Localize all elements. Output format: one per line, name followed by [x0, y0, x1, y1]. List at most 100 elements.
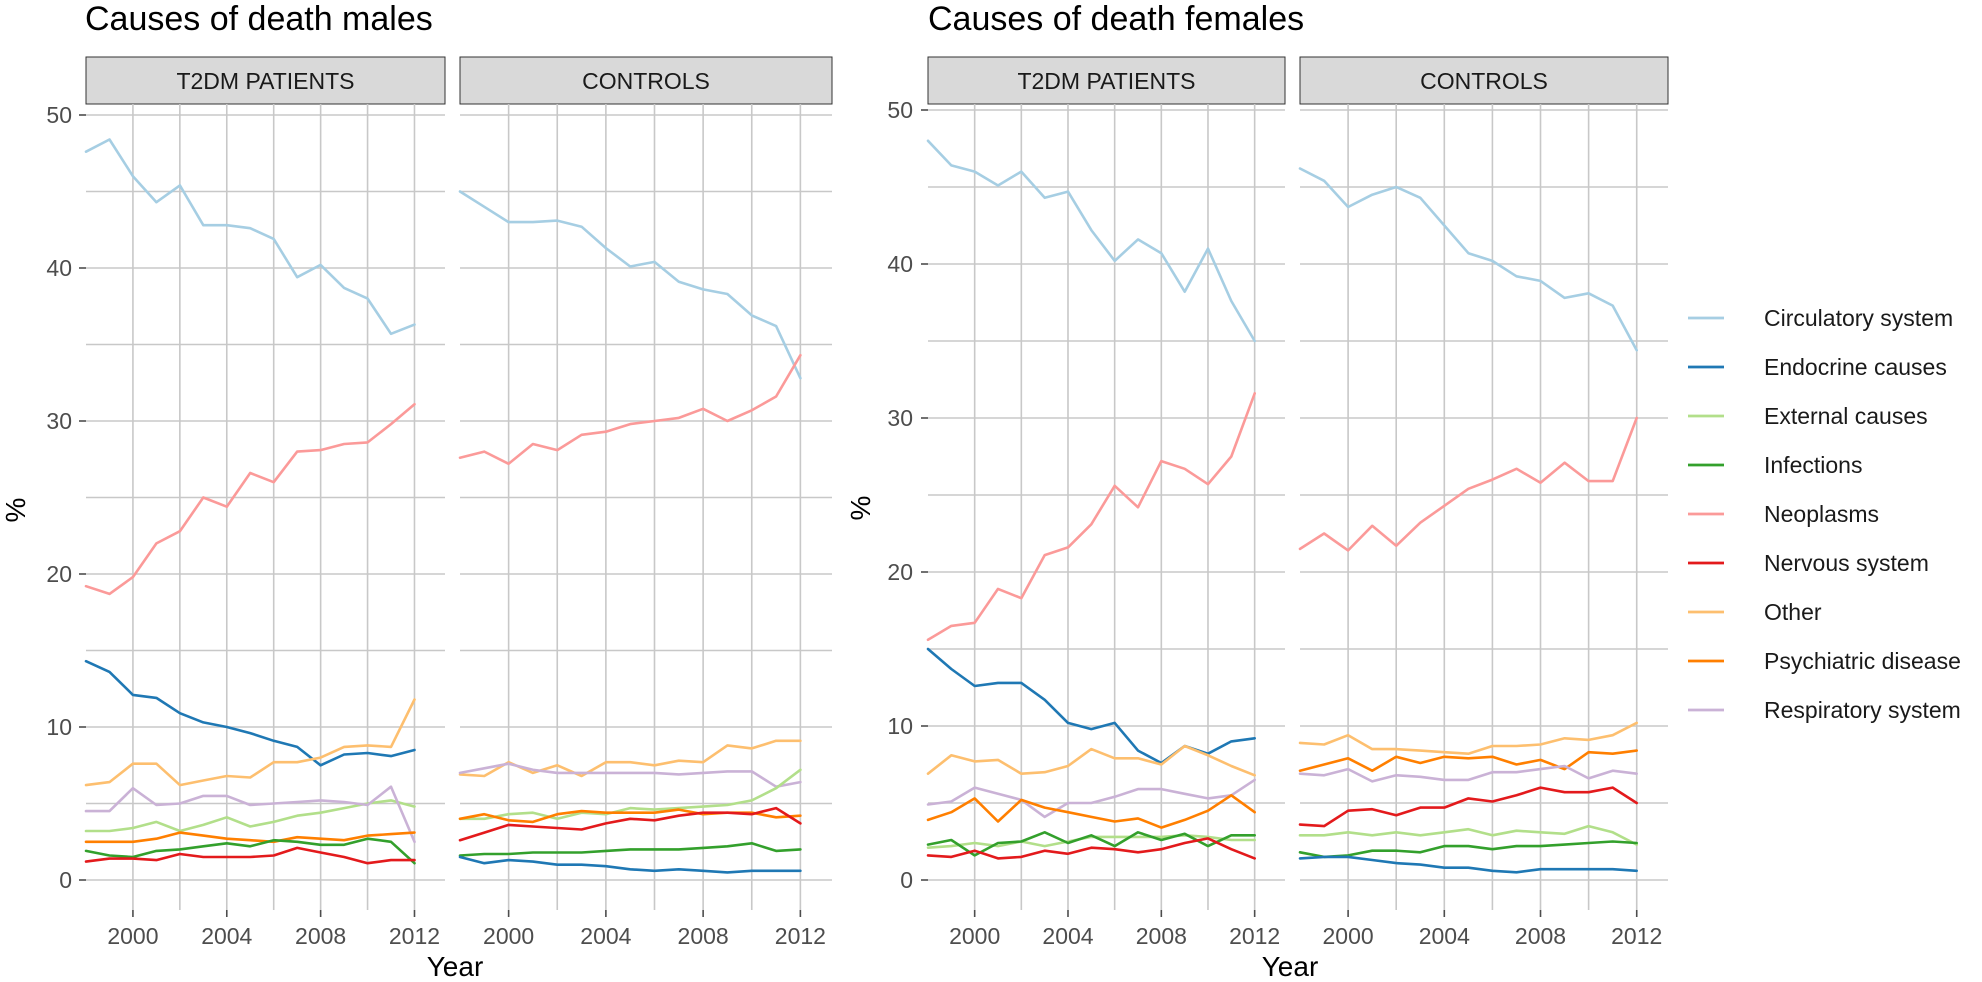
series-line-external-causes: [458, 768, 802, 821]
strip-header: [927, 56, 1286, 105]
legend-label: Other: [1764, 599, 1822, 625]
x-tick-label: 2008: [1515, 923, 1566, 949]
y-tick-label: 30: [887, 405, 913, 431]
strip-label: T2DM PATIENTS: [1017, 68, 1195, 94]
series-line-nervous-system: [458, 806, 802, 842]
legend-item: Circulatory system: [1688, 305, 1953, 331]
y-tick-label: 0: [59, 867, 72, 893]
strip-header: [1299, 56, 1669, 105]
x-tick-label: 2008: [295, 923, 346, 949]
y-tick-label: 0: [900, 867, 913, 893]
legend-label: Psychiatric disease: [1764, 648, 1961, 674]
series-line-endocrine-causes: [1298, 855, 1638, 874]
series-line-circulatory-system: [926, 139, 1256, 343]
series-line-circulatory-system: [1298, 167, 1638, 352]
series-line-infections: [84, 837, 416, 865]
y-tick-label: 30: [46, 408, 72, 434]
x-tick-label: 2000: [949, 923, 1000, 949]
y-tick-label: 50: [887, 97, 913, 123]
x-tick-label: 2012: [389, 923, 440, 949]
series-line-endocrine-causes: [84, 659, 416, 767]
series-line-infections: [458, 841, 802, 857]
legend-label: Respiratory system: [1764, 697, 1961, 723]
panel-3: CONTROLS 2000 2004 2008 2012: [1298, 56, 1669, 949]
series-line-circulatory-system: [458, 190, 802, 380]
chart-title-females: Causes of death females: [928, 0, 1304, 38]
x-tick-label: 2000: [483, 923, 534, 949]
y-tick-label: 40: [46, 255, 72, 281]
x-axis-title-females: Year: [1262, 951, 1319, 982]
series-line-respiratory-system: [458, 762, 802, 789]
strip-label: CONTROLS: [1420, 68, 1548, 94]
x-tick-label: 2012: [775, 923, 826, 949]
x-tick-label: 2004: [1419, 923, 1470, 949]
x-tick-label: 2012: [1229, 923, 1280, 949]
panel-1: CONTROLS 2000 2004 2008 2012: [458, 56, 833, 949]
legend-label: Infections: [1764, 452, 1862, 478]
series-line-respiratory-system: [926, 778, 1256, 819]
x-tick-label: 2012: [1611, 923, 1662, 949]
series-line-infections: [1298, 840, 1638, 859]
strip-label: T2DM PATIENTS: [176, 68, 354, 94]
legend-label: Neoplasms: [1764, 501, 1879, 527]
series-line-neoplasms: [1298, 416, 1638, 552]
panels: T2DM PATIENTS 2000 2004 2008 2012 0 10 20 30 40 50…: [46, 56, 1669, 949]
series-line-infections: [926, 830, 1256, 857]
series-line-psychiatric-disease: [1298, 749, 1638, 773]
chart-title-males: Causes of death males: [85, 0, 433, 38]
y-tick-label: 10: [46, 714, 72, 740]
legend-item: Psychiatric disease: [1688, 648, 1961, 674]
legend-label: Endocrine causes: [1764, 354, 1947, 380]
series-line-nervous-system: [926, 837, 1256, 860]
strip-header: [459, 56, 833, 105]
legend-item: Endocrine causes: [1688, 354, 1947, 380]
series-line-circulatory-system: [84, 138, 416, 336]
panel-2: T2DM PATIENTS 2000 2004 2008 2012 0 10 20 30 40 50: [887, 56, 1286, 949]
x-tick-label: 2004: [201, 923, 252, 949]
strip-header: [85, 56, 446, 105]
series-line-psychiatric-disease: [84, 831, 416, 844]
legend-item: Other: [1688, 599, 1822, 625]
y-tick-label: 20: [887, 559, 913, 585]
series-line-neoplasms: [926, 392, 1256, 642]
series-line-other: [1298, 721, 1638, 756]
series-line-psychiatric-disease: [926, 793, 1256, 829]
legend-item: Nervous system: [1688, 550, 1929, 576]
series-line-respiratory-system: [84, 785, 416, 844]
x-tick-label: 2004: [580, 923, 631, 949]
legend-label: Nervous system: [1764, 550, 1929, 576]
y-tick-label: 50: [46, 102, 72, 128]
y-axis-title-females: %: [845, 496, 876, 521]
series-line-endocrine-causes: [926, 647, 1256, 765]
legend-item: Respiratory system: [1688, 697, 1961, 723]
y-tick-label: 20: [46, 561, 72, 587]
series-line-external-causes: [926, 833, 1256, 850]
x-tick-label: 2008: [1136, 923, 1187, 949]
legend-item: External causes: [1688, 403, 1928, 429]
legend-label: Circulatory system: [1764, 305, 1953, 331]
x-tick-label: 2004: [1042, 923, 1093, 949]
x-tick-label: 2000: [107, 923, 158, 949]
legend: Circulatory system Endocrine causes Extern…: [1688, 305, 1961, 723]
panel-0: T2DM PATIENTS 2000 2004 2008 2012 0 10 20 30 40 50: [46, 56, 446, 949]
legend-item: Neoplasms: [1688, 501, 1879, 527]
legend-item: Infections: [1688, 452, 1862, 478]
y-axis-title-males: %: [0, 498, 31, 523]
series-line-neoplasms: [84, 402, 416, 596]
series-line-nervous-system: [1298, 786, 1638, 828]
x-tick-label: 2000: [1323, 923, 1374, 949]
legend-label: External causes: [1764, 403, 1928, 429]
x-tick-label: 2008: [678, 923, 729, 949]
series-line-other: [84, 698, 416, 787]
y-tick-label: 10: [887, 713, 913, 739]
strip-label: CONTROLS: [582, 68, 710, 94]
series-line-nervous-system: [84, 846, 416, 865]
series-line-respiratory-system: [1298, 764, 1638, 783]
series-line-endocrine-causes: [458, 855, 802, 874]
y-tick-label: 40: [887, 251, 913, 277]
series-line-external-causes: [1298, 824, 1638, 846]
x-axis-title-males: Year: [427, 951, 484, 982]
series-line-other: [926, 744, 1256, 777]
